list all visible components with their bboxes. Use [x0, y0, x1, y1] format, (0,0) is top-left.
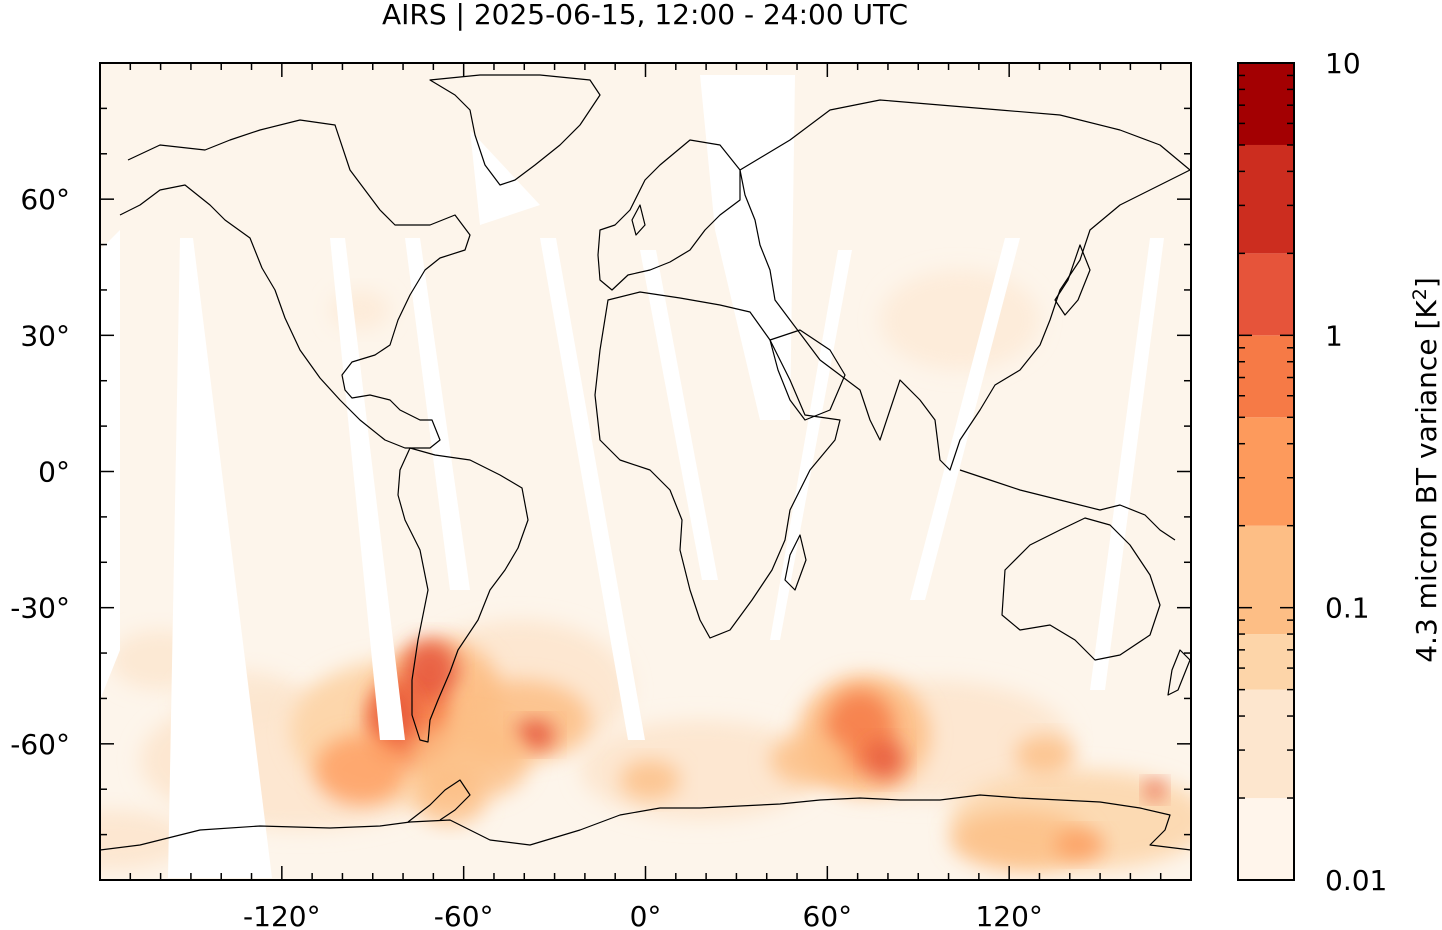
colorbar-frame	[1237, 62, 1295, 881]
variance-patch	[1015, 735, 1075, 775]
orbit-gap	[470, 130, 540, 225]
orbit-gap	[540, 238, 645, 740]
colorbar: 10 1 0.1 0.01 4.3 micron BT variance [K2]	[1237, 47, 1442, 897]
y-tick-label: 30°	[20, 319, 70, 352]
orbit-gaps	[100, 75, 1164, 878]
coastline-australia	[1001, 517, 1161, 661]
orbit-gap	[700, 75, 795, 420]
coastline-antarctic-peninsula	[407, 779, 471, 823]
colorbar-tick-label: 0.1	[1325, 592, 1370, 625]
variance-patch	[880, 270, 1040, 370]
latitude-tick-labels: 60° 30° 0° -30° -60°	[10, 183, 70, 761]
variance-patch	[415, 775, 485, 825]
coastline-europe	[597, 139, 741, 291]
map-ticks	[99, 62, 1192, 881]
orbit-gap	[910, 238, 1020, 600]
colorbar-tick-labels: 10 1 0.1 0.01	[1325, 47, 1387, 897]
colorbar-cells	[1238, 63, 1294, 880]
x-tick-label: 0°	[630, 900, 662, 930]
colorbar-cell	[1238, 335, 1294, 418]
colorbar-cell	[1238, 634, 1294, 690]
orbit-gap	[330, 238, 405, 740]
variance-patch	[620, 760, 680, 800]
orbit-gap	[1090, 238, 1164, 690]
orbit-gap	[168, 238, 272, 878]
coastline-uk	[631, 204, 646, 236]
variance-patch	[865, 740, 905, 780]
colorbar-tick-label: 1	[1325, 319, 1343, 352]
colorbar-cell	[1238, 525, 1294, 635]
orbit-gap	[770, 250, 852, 640]
x-tick-label: 60°	[803, 900, 853, 930]
orbit-gap	[100, 230, 120, 700]
coastline-japan	[1054, 244, 1091, 316]
variance-patch	[1055, 830, 1105, 860]
chart-title: AIRS | 2025-06-15, 12:00 - 24:00 UTC	[382, 0, 908, 31]
longitude-tick-labels: -120° -60° 0° 60° 120°	[243, 900, 1043, 930]
variance-patch	[402, 640, 458, 700]
coastline-north-america	[119, 119, 471, 449]
y-tick-label: -30°	[10, 592, 70, 625]
colorbar-label: 4.3 micron BT variance [K2]	[1409, 277, 1442, 663]
colorbar-ticks	[1238, 62, 1294, 881]
x-tick-label: -60°	[434, 900, 494, 930]
y-tick-label: 60°	[20, 183, 70, 216]
x-tick-label: 120°	[975, 900, 1042, 930]
coastline-south-america	[397, 447, 529, 743]
coastline-new-zealand	[1167, 649, 1191, 696]
variance-patch	[770, 735, 850, 785]
colorbar-cell	[1238, 144, 1294, 254]
variance-patch	[100, 810, 190, 870]
y-tick-label: -60°	[10, 728, 70, 761]
colorbar-cell	[1238, 253, 1294, 336]
colorbar-tick-label: 0.01	[1325, 864, 1387, 897]
coastlines	[100, 74, 1191, 851]
colorbar-cell	[1238, 63, 1294, 145]
coastline-antarctica	[100, 794, 1191, 851]
colorbar-tick-label: 10	[1325, 47, 1361, 80]
coastline-indonesia	[959, 469, 1176, 541]
colorbar-cell	[1238, 798, 1294, 880]
y-tick-label: 0°	[38, 456, 70, 489]
coastline-africa	[594, 291, 841, 639]
variance-patch	[515, 720, 555, 750]
variance-patch	[315, 735, 405, 805]
orbit-gap	[405, 238, 470, 590]
coastline-madagascar	[784, 534, 807, 591]
x-tick-label: -120°	[243, 900, 321, 930]
orbit-gap	[640, 250, 718, 580]
map-panel: -120° -60° 0° 60° 120° 60° 30° 0° -30° -60°	[10, 62, 1192, 930]
variance-patch	[950, 810, 1090, 870]
coastline-asia	[739, 99, 1191, 471]
colorbar-cell	[1238, 689, 1294, 799]
coastline-arabia	[769, 329, 846, 421]
variance-patch	[1145, 780, 1165, 800]
coastline-greenland	[429, 74, 601, 186]
colorbar-cell	[1238, 417, 1294, 526]
